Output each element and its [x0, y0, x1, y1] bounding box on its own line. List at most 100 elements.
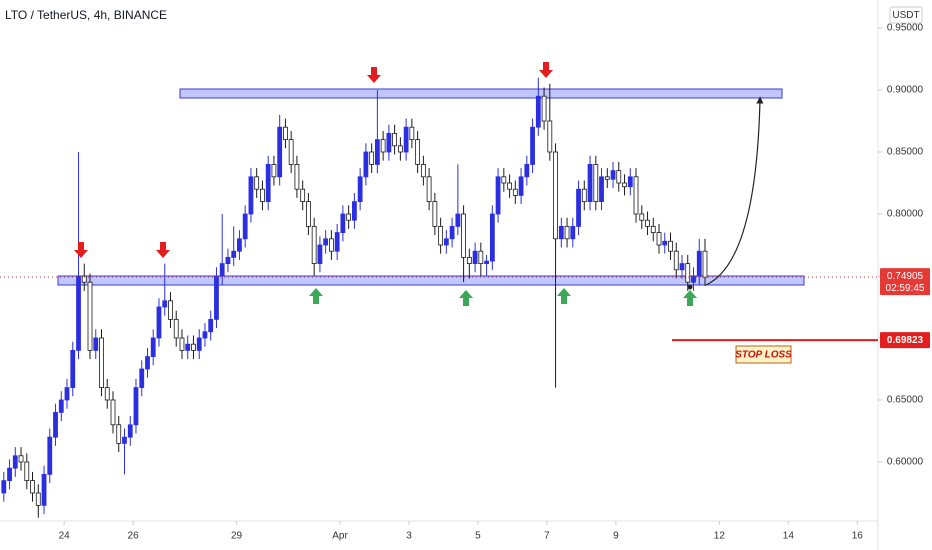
candle-body	[139, 368, 145, 388]
candle-body	[231, 250, 237, 258]
x-tick-label: 16	[852, 531, 864, 542]
candle-body	[242, 213, 248, 240]
candle-body	[237, 238, 242, 252]
candle-body	[162, 300, 168, 308]
candle-body	[122, 436, 127, 444]
candle-body	[357, 176, 363, 203]
x-tick-label: 3	[406, 531, 412, 542]
x-tick-label: 7	[544, 531, 550, 542]
candle-body	[306, 201, 311, 227]
candle-body	[547, 120, 553, 153]
candle-body	[426, 176, 432, 203]
candle-body	[639, 213, 645, 221]
candle-body	[214, 275, 219, 320]
y-tick-label: 0.60000	[887, 457, 924, 468]
candle-body	[524, 164, 530, 178]
last-price-label: 0.74905	[887, 271, 924, 282]
candle-body	[173, 318, 179, 339]
candle-body	[374, 139, 380, 165]
candle-body	[380, 139, 386, 153]
candle-body	[58, 399, 64, 413]
candle-body	[145, 356, 150, 370]
candle-body	[535, 95, 541, 128]
candle-body	[150, 337, 156, 357]
stop-loss-box	[735, 345, 792, 364]
x-tick-label: 5	[475, 531, 481, 542]
y-tick-label: 0.85000	[887, 147, 924, 158]
candle-body	[633, 176, 639, 215]
y-tick-label: 0.80000	[887, 209, 924, 220]
candle-body	[191, 343, 196, 351]
candle-body	[254, 176, 260, 190]
candle-body	[24, 461, 30, 481]
up-arrow	[557, 288, 571, 304]
candle-body	[53, 411, 58, 438]
candle-body	[564, 225, 570, 240]
sell-arrows	[74, 62, 553, 258]
currency-label: USDT	[892, 10, 919, 21]
down-arrow	[74, 242, 88, 258]
candle-body	[581, 188, 587, 203]
candle-body	[340, 213, 346, 233]
candle-body	[702, 250, 708, 278]
up-arrow	[309, 288, 323, 304]
candle-body	[696, 250, 702, 277]
candles	[1, 77, 708, 518]
x-tick-label: 14	[783, 531, 795, 542]
candle-body	[202, 331, 208, 339]
candle-body	[650, 225, 656, 233]
candle-body	[196, 337, 202, 351]
candle-body	[7, 467, 12, 481]
candle-body	[386, 133, 392, 153]
candle-body	[627, 176, 633, 188]
buy-arrows	[309, 288, 697, 306]
candle-body	[99, 337, 104, 388]
candle-body	[64, 387, 70, 401]
candle-body	[311, 225, 317, 264]
candle-body	[76, 275, 81, 351]
projection-curve	[705, 96, 764, 286]
down-arrow	[367, 67, 381, 83]
candle-body	[541, 95, 547, 122]
candle-body	[363, 151, 369, 178]
candle-body	[294, 164, 300, 190]
candle-body	[116, 424, 122, 444]
candle-body	[346, 213, 352, 221]
candle-body	[225, 256, 231, 264]
candle-body	[558, 225, 564, 240]
candle-body	[260, 188, 265, 203]
candle-body	[18, 455, 24, 463]
candle-body	[133, 387, 139, 426]
candle-body	[530, 126, 535, 165]
candle-body	[668, 240, 673, 252]
candle-body	[208, 318, 214, 333]
candle-body	[248, 176, 254, 215]
candle-body	[512, 188, 518, 196]
countdown-label: 02:59:45	[886, 283, 925, 294]
candle-body	[501, 176, 507, 184]
candle-body	[518, 176, 524, 196]
currency-box	[889, 6, 923, 24]
candle-body	[610, 170, 616, 180]
candle-body	[277, 126, 283, 178]
stop-loss-price-box	[880, 332, 930, 349]
candle-body	[168, 300, 173, 320]
candle-body	[409, 126, 415, 141]
x-tick-label: 24	[59, 531, 71, 542]
candle-body	[265, 164, 271, 203]
candle-body	[127, 424, 133, 438]
candle-body	[185, 343, 191, 351]
candle-body	[622, 182, 627, 188]
candle-body	[93, 337, 99, 351]
candle-body	[449, 225, 455, 240]
candle-body	[81, 275, 87, 283]
candle-body	[656, 232, 662, 246]
candle-body	[41, 473, 47, 506]
candle-body	[484, 260, 489, 264]
candle-body	[685, 263, 691, 283]
candle-body	[369, 151, 375, 165]
candle-body	[576, 188, 581, 227]
candle-body	[478, 250, 484, 264]
